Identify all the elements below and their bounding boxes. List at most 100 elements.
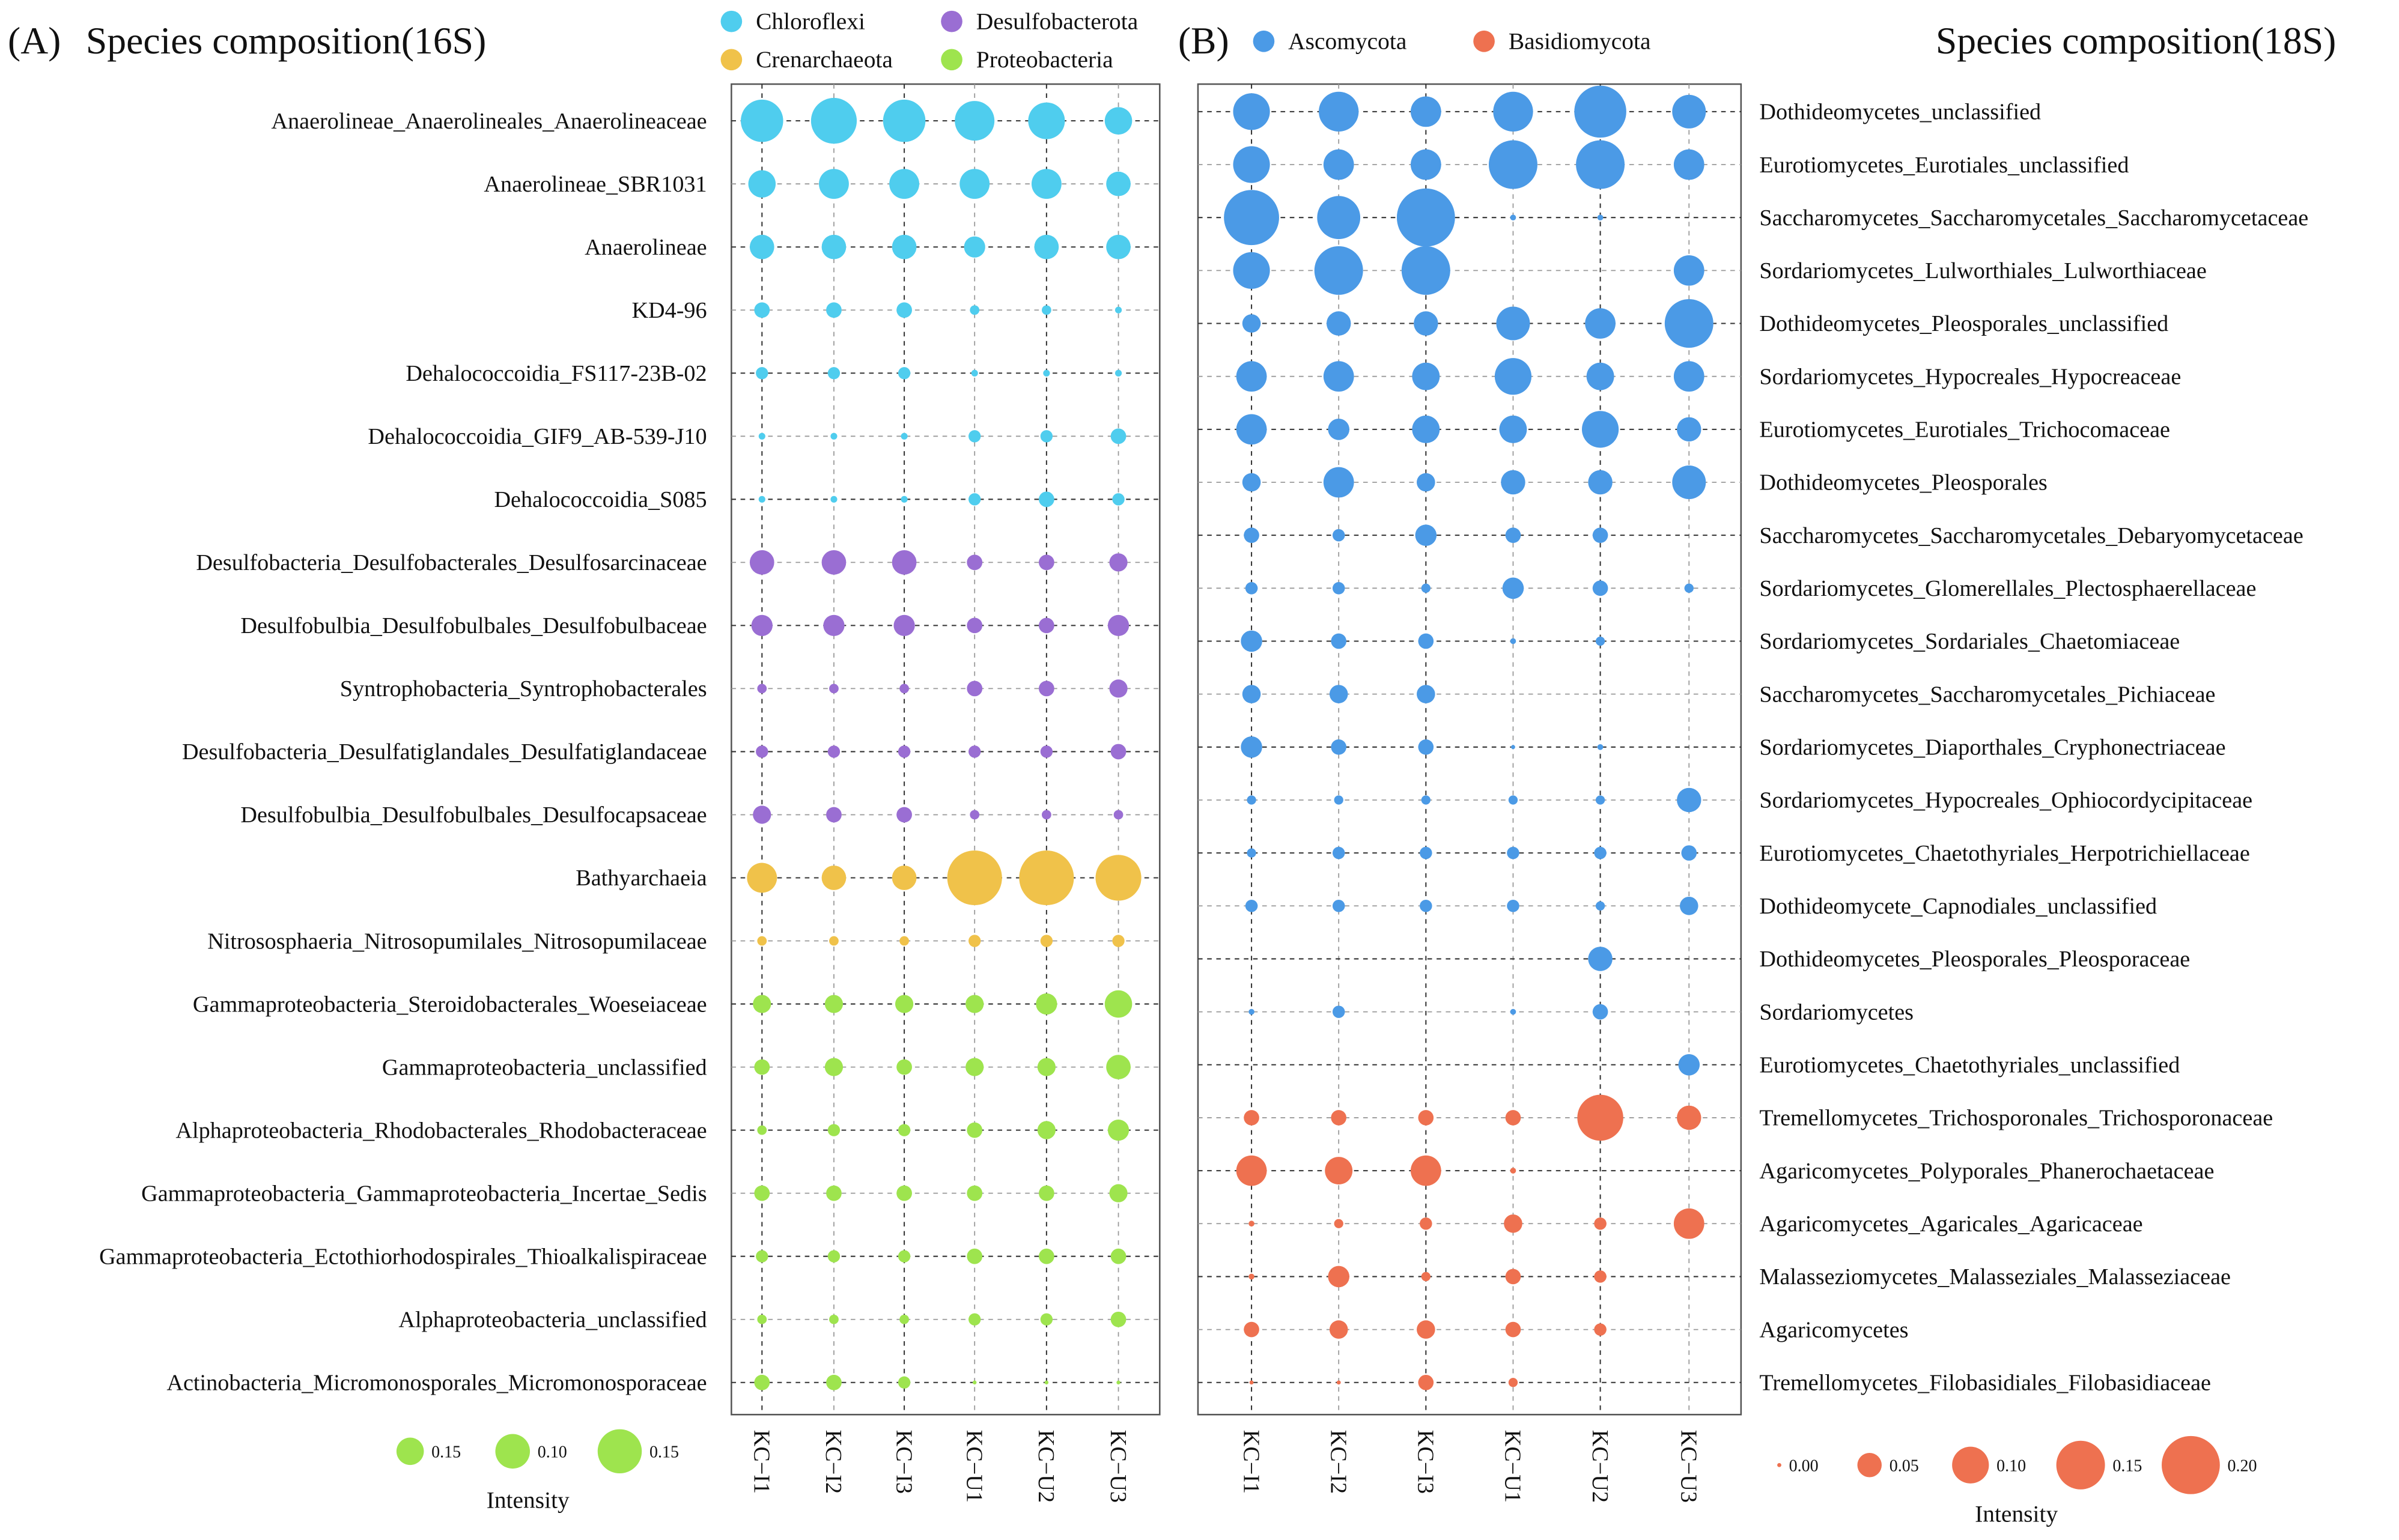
bubble [1038,617,1054,634]
bubble [1332,1005,1345,1018]
bubble [748,170,776,198]
bubble [1336,1380,1341,1385]
bubble [1418,1374,1434,1390]
bubble [756,1250,768,1263]
bubble [1410,1155,1441,1186]
bubble [829,684,839,694]
bubble [1332,529,1345,542]
bubble [754,1059,770,1075]
bubble [1329,1320,1348,1339]
row-label: Malasseziomycetes_Malasseziales_Malassez… [1759,1264,2231,1290]
bubble [1508,1378,1518,1387]
legend-marker [1473,30,1495,52]
bubble [1585,308,1616,339]
row-label: Dehalococcoidia_S085 [494,487,707,512]
bubble [1244,527,1259,543]
bubble [1677,417,1701,442]
bubble [896,302,912,318]
column-label: KC−U3 [1105,1430,1131,1503]
bubble [899,1314,909,1324]
size-legend-label: 0.20 [2228,1457,2257,1475]
bubble [1414,311,1438,336]
row-label: Nitrososphaeria_Nitrosopumilales_Nitroso… [207,929,707,954]
bubble [1672,465,1706,500]
row-label: Dothideomycetes_Pleosporales [1759,470,2047,496]
bubble [1673,255,1704,286]
bubble [1325,1157,1353,1185]
size-legend-marker [1857,1452,1882,1478]
bubble [1577,1094,1623,1141]
bubble [1107,1119,1130,1141]
bubble [1317,196,1361,240]
bubble [967,681,983,697]
bubble [753,995,771,1013]
bubble [823,614,845,637]
bubble [1681,845,1697,861]
bubble [758,432,765,440]
legend-label: Proteobacteria [976,46,1113,73]
bubble [895,995,914,1013]
bubble [756,367,768,380]
bubble [1247,848,1256,858]
bubble [1323,467,1354,498]
row-label: Tremellomycetes_Trichosporonales_Trichos… [1759,1106,2273,1131]
bubble [970,305,980,315]
panel-16s: (A) Species composition(16S) Chloroflexi De… [8,8,1161,1514]
bubble [883,99,926,142]
bubble [1418,1110,1434,1126]
column-label: KC−I1 [749,1430,774,1494]
bubble [830,432,838,440]
bubble [1224,190,1279,246]
bubble [947,850,1002,906]
bubble [1505,1321,1521,1338]
bubble [758,496,765,503]
bubble [901,432,908,440]
bubble [1112,493,1125,506]
column-label: KC−U3 [1676,1430,1701,1503]
row-label: Desulfobacteria_Desulfobacterales_Desulf… [196,550,707,575]
bubble [1421,583,1431,593]
bubble [1412,415,1440,443]
bubble [749,550,774,575]
legend-label: Basidiomycota [1509,28,1651,54]
bubble [1418,739,1434,755]
bubble [1323,361,1354,392]
bubble [1038,681,1054,697]
bubble [1595,795,1605,805]
bubble [1236,1155,1267,1186]
bubble [756,745,768,758]
bubble [964,236,985,258]
bubble [1677,787,1701,813]
bubble [955,101,995,141]
bubble [1040,935,1053,947]
bubble [1684,583,1694,593]
row-label: Dehalococcoidia_FS117-23B-02 [406,361,707,386]
size-legend-label: 0.00 [1789,1457,1819,1475]
bubble [1040,430,1053,443]
bubble [829,1314,839,1324]
bubble [1242,685,1261,703]
column-label: KC−U1 [961,1430,987,1503]
bubble [892,865,917,890]
row-label: Alphaproteobacteria_unclassified [398,1307,707,1332]
bubble [754,1374,770,1390]
row-label: Anaerolineae_SBR1031 [484,172,707,197]
bubble [826,1185,842,1201]
bubble [1233,252,1270,289]
bubble [968,430,981,443]
column-label: KC−U2 [1587,1430,1613,1503]
bubble [749,234,774,259]
bubble [1248,1008,1254,1015]
bubble [1504,1214,1522,1233]
row-label: Desulfobulbia_Desulfobulbales_Desulfobul… [240,613,707,638]
bubble [1323,149,1354,180]
row-label: Agaricomycetes_Polyporales_Phanerochaeta… [1759,1159,2214,1184]
bubble [899,936,909,946]
bubble [1314,246,1363,295]
bubble [1244,1321,1259,1338]
bubble [892,550,917,575]
bubble [1236,414,1267,445]
row-label: Agaricomycetes [1759,1317,1908,1342]
row-label: Desulfobacteria_Desulfatiglandales_Desul… [182,739,707,765]
size-legend-marker [1777,1463,1781,1467]
